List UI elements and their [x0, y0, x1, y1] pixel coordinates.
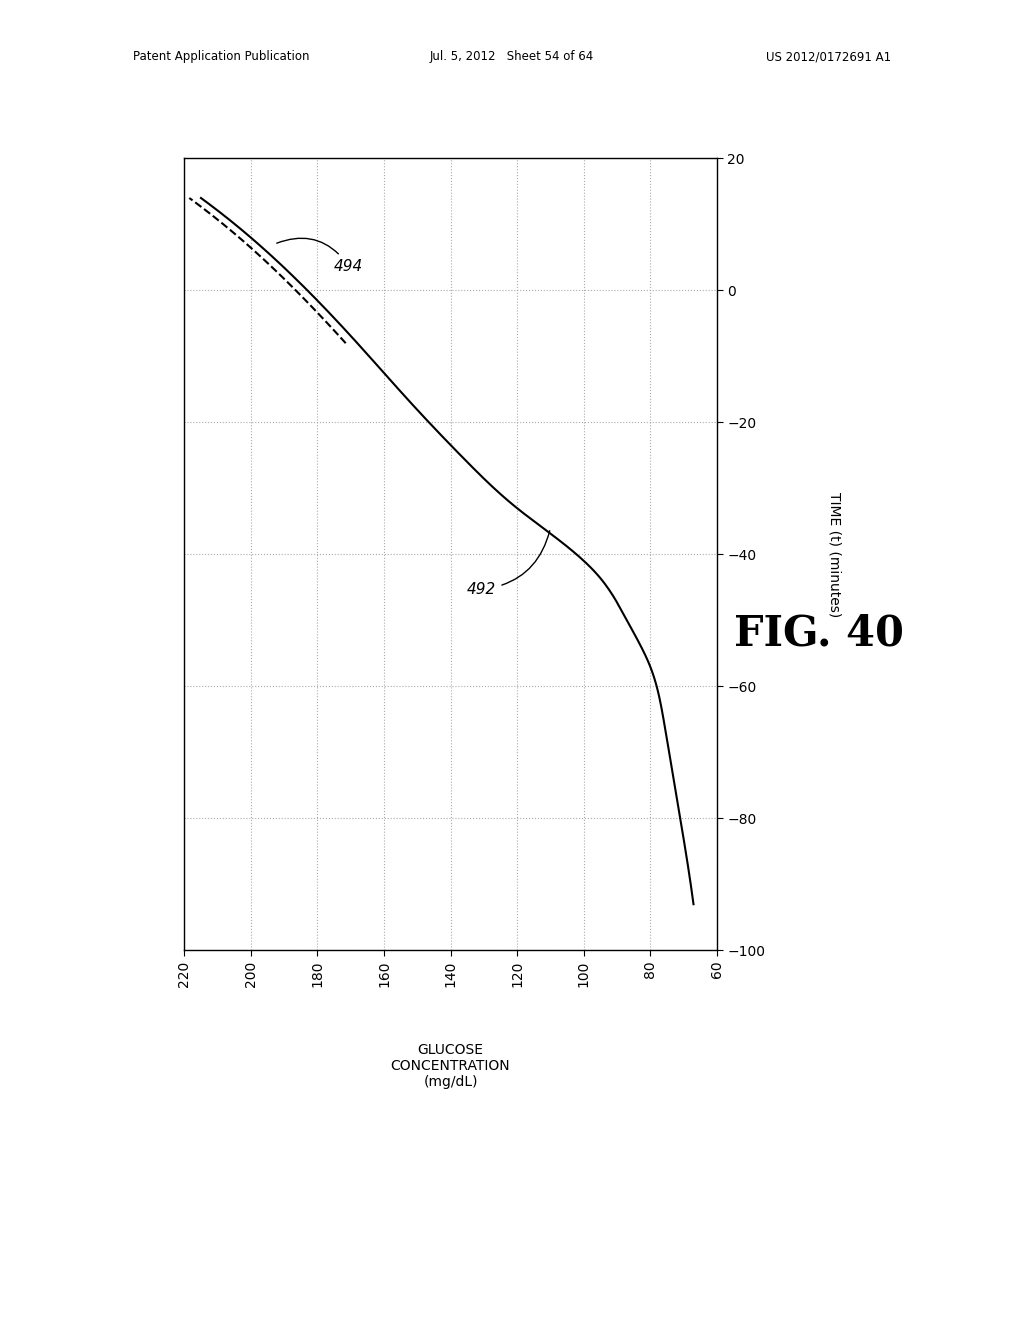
X-axis label: GLUCOSE
CONCENTRATION
(mg/dL): GLUCOSE CONCENTRATION (mg/dL) — [391, 1043, 510, 1089]
Text: US 2012/0172691 A1: US 2012/0172691 A1 — [766, 50, 891, 63]
Y-axis label: TIME (t) (minutes): TIME (t) (minutes) — [827, 492, 842, 616]
Text: FIG. 40: FIG. 40 — [734, 612, 904, 655]
Text: 494: 494 — [276, 238, 364, 273]
Text: Jul. 5, 2012   Sheet 54 of 64: Jul. 5, 2012 Sheet 54 of 64 — [430, 50, 594, 63]
Text: Patent Application Publication: Patent Application Publication — [133, 50, 309, 63]
Text: 492: 492 — [467, 531, 550, 597]
